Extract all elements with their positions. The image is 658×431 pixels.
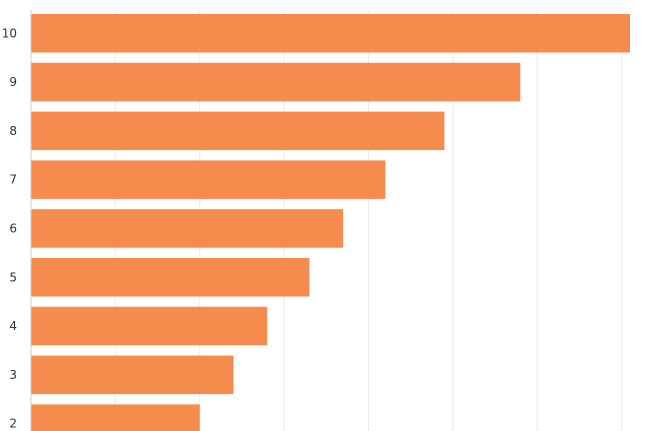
- category-label-5: 5: [9, 270, 17, 284]
- category-label-6: 6: [9, 221, 17, 235]
- bar-7[interactable]: [31, 160, 386, 199]
- bar-5[interactable]: [31, 258, 310, 297]
- bar-10[interactable]: [31, 14, 630, 53]
- bar-9[interactable]: [31, 62, 521, 102]
- bar-4[interactable]: [31, 306, 268, 346]
- category-label-8: 8: [9, 124, 17, 138]
- bars: [31, 14, 630, 431]
- bar-8[interactable]: [31, 111, 445, 151]
- bar-2[interactable]: [31, 404, 200, 431]
- category-labels: 10 9 8 7 6 5 4 3 2: [2, 26, 17, 430]
- bar-3[interactable]: [31, 355, 234, 395]
- category-label-3: 3: [9, 368, 17, 382]
- category-label-7: 7: [9, 173, 17, 187]
- category-label-4: 4: [9, 319, 17, 333]
- category-label-10: 10: [2, 26, 17, 40]
- bar-6[interactable]: [31, 209, 344, 248]
- category-label-2: 2: [9, 417, 17, 431]
- category-label-9: 9: [9, 75, 17, 89]
